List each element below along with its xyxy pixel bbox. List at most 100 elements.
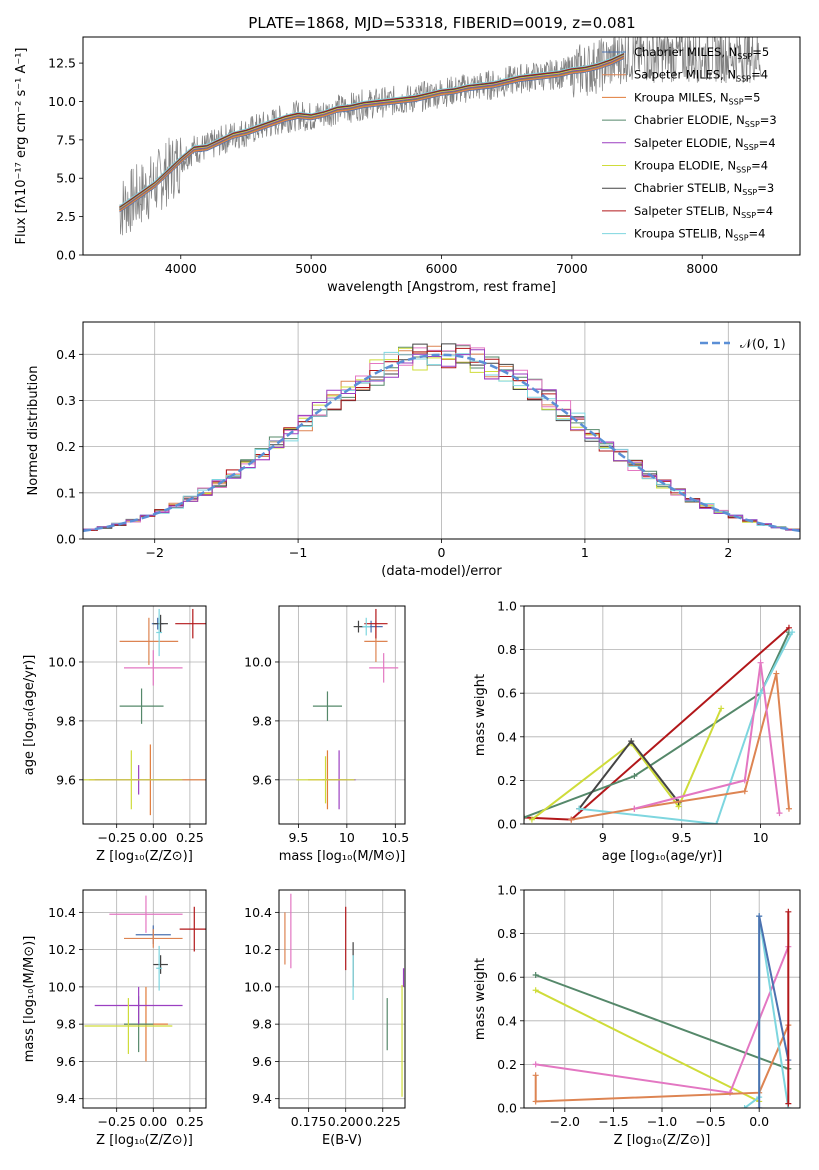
weight-line-kroupa_stelib bbox=[744, 916, 790, 1108]
weight_vs_age-panel: 9 9.5 10 0.0 0.2 0.4 0.6 0.8 1.0 age [log₁₀(age/y… bbox=[473, 599, 801, 864]
spectrum-panel: 4000 5000 6000 7000 8000 0.0 2.5 5.0 7.5 10.0 12.5… bbox=[14, 36, 801, 295]
y-tick-label: 10.2 bbox=[244, 942, 272, 957]
y-tick-label: 9.8 bbox=[252, 1017, 272, 1032]
residuals-panel: −2 −1 0 1 2 0.0 0.1 0.2 0.3 0.4 (data-model)/error… bbox=[26, 321, 801, 579]
weight-marker-pink bbox=[776, 810, 783, 817]
weight_vs_Z-panel: −2.0 −1.5 −1.0 −0.5 0.0 0.0 0.2 0.4 0.6 0.8 1.0 Z [… bbox=[473, 883, 801, 1148]
y-tick-label: 0.0 bbox=[497, 1101, 517, 1116]
weight-marker-pink bbox=[631, 805, 638, 812]
y-tick-label: 12.5 bbox=[48, 56, 76, 71]
mass_vs_ebv-xlabel: E(B-V) bbox=[322, 1133, 362, 1148]
age_vs_mass-frame bbox=[278, 605, 406, 825]
weight-marker-salpeter_miles bbox=[785, 805, 792, 812]
mass_vs_ebv-panel: 0.175 0.200 0.225 9.4 9.6 9.8 10.0 10.2 10.4 E(B-… bbox=[244, 889, 406, 1148]
weight-marker-salpeter_miles bbox=[741, 788, 748, 795]
weight-marker-kroupa_stelib bbox=[741, 1105, 748, 1108]
y-tick-label: 0.0 bbox=[56, 532, 76, 547]
spectrum-model-salpeter_elodie bbox=[119, 54, 625, 210]
weight-marker-salpeter_stelib bbox=[785, 1100, 792, 1107]
histogram-salpeter_elodie bbox=[83, 349, 800, 530]
y-tick-label: 1.0 bbox=[497, 883, 517, 898]
weight_vs_age-frame bbox=[523, 605, 801, 825]
x-tick-label: 0.200 bbox=[328, 1114, 364, 1129]
mass_vs_Z-plot-area bbox=[83, 890, 206, 1108]
residuals-xlabel: (data-model)/error bbox=[381, 564, 502, 579]
legend-entry: Salpeter MILES, NSSP=4 bbox=[634, 68, 768, 84]
y-tick-label: 0.8 bbox=[497, 642, 517, 657]
x-tick-label: 0.00 bbox=[139, 830, 167, 845]
weight-line-kroupa_elodie bbox=[535, 989, 760, 1103]
x-tick-label: −2 bbox=[145, 545, 163, 560]
x-tick-label: 0.25 bbox=[176, 830, 204, 845]
weight-marker-chabrier_miles bbox=[756, 913, 763, 920]
weight-marker-kroupa_stelib bbox=[789, 629, 796, 636]
y-tick-label: 5.0 bbox=[56, 171, 76, 186]
x-tick-label: 10.5 bbox=[381, 830, 409, 845]
y-tick-label: 0.2 bbox=[56, 439, 76, 454]
weight_vs_age-ylabel: mass weight bbox=[473, 674, 488, 756]
legend-entry: 𝒩(0, 1) bbox=[740, 336, 786, 351]
mass_vs_Z-xlabel: Z [log₁₀(Z/Z⊙)] bbox=[96, 1133, 193, 1148]
weight-line-kroupa_elodie bbox=[531, 708, 723, 821]
age_vs_mass-panel: 9.5 10 10.5 9.6 9.8 10.0 mass [log₁₀(M/M⊙)] bbox=[244, 605, 409, 864]
x-tick-label: 0.175 bbox=[291, 1114, 327, 1129]
weight-marker-chabrier_elodie bbox=[524, 814, 527, 821]
spectrum-model-kroupa_miles bbox=[119, 56, 625, 211]
legend-entry: Chabrier STELIB, NSSP=3 bbox=[634, 181, 774, 197]
residuals-frame bbox=[82, 321, 801, 540]
x-tick-label: 1 bbox=[581, 545, 589, 560]
legend-entry: Chabrier MILES, NSSP=5 bbox=[634, 45, 769, 61]
spectrum-model-chabrier_miles bbox=[119, 58, 625, 213]
y-tick-label: 0.4 bbox=[56, 347, 76, 362]
mass_vs_Z-frame bbox=[82, 889, 207, 1109]
weight-marker-pink bbox=[757, 659, 764, 666]
weight-marker-chabrier_elodie bbox=[631, 773, 638, 780]
weight-marker-kroupa_stelib bbox=[713, 821, 720, 824]
spectrum-model-chabrier_elodie bbox=[119, 55, 625, 211]
weight_vs_Z-xlabel: Z [log₁₀(Z/Z⊙)] bbox=[614, 1133, 711, 1148]
spectrum-plot-area bbox=[119, 37, 762, 236]
weight-line-salpeter_miles bbox=[534, 1024, 790, 1103]
weight-marker-kroupa_stelib bbox=[576, 805, 583, 812]
weight-marker-kroupa_stelib bbox=[757, 690, 764, 697]
y-tick-label: 9.6 bbox=[252, 1054, 272, 1069]
age_vs_Z-panel: −0.25 0.00 0.25 9.6 9.8 10.0 Z [log₁₀(Z/Z⊙)] ag… bbox=[22, 605, 207, 864]
y-tick-label: 0.6 bbox=[497, 686, 517, 701]
weight-marker-salpeter_miles bbox=[773, 670, 780, 677]
weight-marker-pink bbox=[532, 1061, 539, 1068]
y-tick-label: 1.0 bbox=[497, 599, 517, 614]
legend-entry: Salpeter STELIB, NSSP=4 bbox=[634, 204, 773, 220]
weight-marker-chabrier_elodie bbox=[532, 972, 539, 979]
x-tick-label: −0.25 bbox=[98, 830, 136, 845]
x-tick-label: 9 bbox=[599, 830, 607, 845]
x-tick-label: 5000 bbox=[295, 261, 327, 276]
y-tick-label: 9.6 bbox=[56, 772, 76, 787]
weight_vs_Z-frame bbox=[523, 889, 801, 1109]
mass_vs_Z-panel: −0.25 0.00 0.25 9.4 9.6 9.8 10.0 10.2 10.4 Z [log… bbox=[22, 889, 207, 1148]
y-tick-label: 9.8 bbox=[56, 713, 76, 728]
x-tick-label: 10 bbox=[753, 830, 769, 845]
mass_vs_ebv-frame bbox=[278, 889, 406, 1109]
y-tick-label: 0.0 bbox=[56, 248, 76, 263]
x-tick-label: 2 bbox=[724, 545, 732, 560]
x-tick-label: −1 bbox=[289, 545, 307, 560]
weight-marker-salpeter_miles bbox=[532, 1072, 539, 1079]
legend-entry: Salpeter ELODIE, NSSP=4 bbox=[634, 136, 776, 152]
y-tick-label: 10.4 bbox=[48, 905, 76, 920]
y-tick-label: 0.6 bbox=[497, 970, 517, 985]
residuals-legend: 𝒩(0, 1) bbox=[700, 336, 786, 351]
x-tick-label: −0.25 bbox=[98, 1114, 136, 1129]
mass_vs_Z-ylabel: mass [log₁₀(M/M⊙)] bbox=[22, 936, 37, 1063]
weight-marker-chabrier_miles bbox=[756, 1105, 763, 1108]
y-tick-label: 9.4 bbox=[252, 1091, 272, 1106]
y-tick-label: 0.2 bbox=[497, 1057, 517, 1072]
x-tick-label: 7000 bbox=[556, 261, 588, 276]
age_vs_mass-xlabel: mass [log₁₀(M/M⊙)] bbox=[279, 849, 406, 864]
legend-entry: Chabrier ELODIE, NSSP=3 bbox=[634, 113, 777, 129]
x-tick-label: 0.25 bbox=[176, 1114, 204, 1129]
weight-marker-kroupa_elodie bbox=[718, 705, 725, 712]
y-tick-label: 10.0 bbox=[244, 654, 272, 669]
y-tick-label: 10.2 bbox=[48, 942, 76, 957]
x-tick-label: 6000 bbox=[426, 261, 458, 276]
x-tick-label: −0.5 bbox=[695, 1114, 725, 1129]
